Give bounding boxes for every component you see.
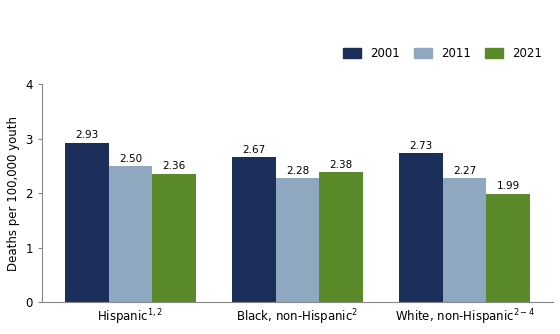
Text: 2.36: 2.36 xyxy=(162,161,185,171)
Bar xyxy=(109,166,152,302)
Bar xyxy=(487,194,530,302)
Bar xyxy=(443,178,487,302)
Y-axis label: Deaths per 100,000 youth: Deaths per 100,000 youth xyxy=(7,116,20,271)
Text: 2.28: 2.28 xyxy=(286,166,309,176)
Text: 2.67: 2.67 xyxy=(242,145,265,155)
Text: 2.93: 2.93 xyxy=(76,130,99,140)
Bar xyxy=(232,157,276,302)
Text: 1.99: 1.99 xyxy=(497,181,520,191)
Text: 2.27: 2.27 xyxy=(453,166,476,176)
Text: 2.50: 2.50 xyxy=(119,154,142,164)
Bar xyxy=(152,174,195,302)
Bar xyxy=(399,153,443,302)
Bar xyxy=(66,143,109,302)
Legend: 2001, 2011, 2021: 2001, 2011, 2021 xyxy=(338,42,547,65)
Text: 2.73: 2.73 xyxy=(409,141,433,151)
Text: 2.38: 2.38 xyxy=(329,160,353,170)
Bar xyxy=(319,172,363,302)
Bar xyxy=(276,178,319,302)
